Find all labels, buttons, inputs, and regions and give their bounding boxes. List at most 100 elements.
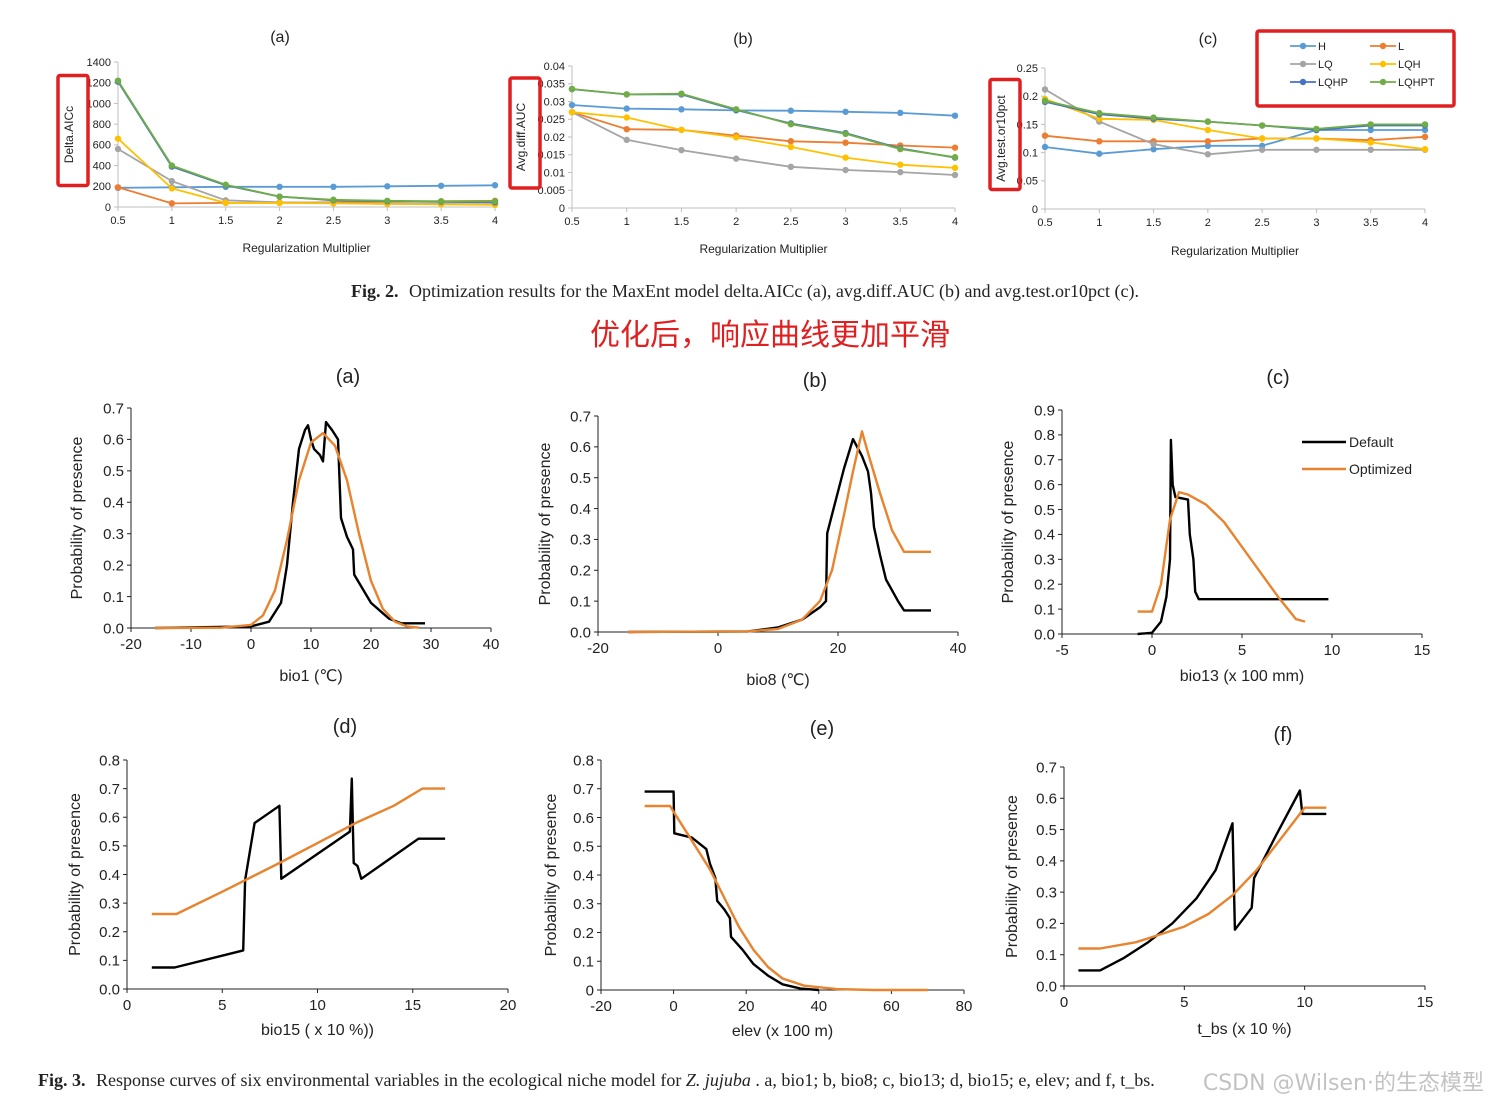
data-point-h (623, 105, 630, 112)
y-axis-label: Avg.test.or10pct (994, 95, 1008, 182)
x-tick-label: 15 (1414, 642, 1431, 659)
data-point-l (951, 144, 959, 151)
x-tick-label: 40 (810, 998, 827, 1015)
legend-swatch-marker (1379, 78, 1387, 86)
y-tick-label: 0 (586, 982, 594, 999)
data-point-lqhpt (1096, 109, 1103, 117)
x-axis-label: t_bs (x 10 %) (1197, 1021, 1291, 1038)
fig3-caption-label: Fig. 3. (38, 1070, 86, 1090)
y-tick-label: 0.5 (1036, 822, 1057, 839)
data-point-h (384, 183, 391, 190)
data-point-lqh (787, 143, 795, 151)
y-tick-label: 0.8 (99, 752, 120, 769)
y-tick-label: 0 (105, 202, 111, 214)
y-axis-label: Delta.AICc (62, 106, 76, 163)
legend-label: Default (1349, 434, 1393, 450)
y-tick-label: 0.1 (1023, 147, 1038, 159)
data-point-lqh (276, 199, 283, 207)
data-point-lqh (1421, 146, 1429, 153)
panel-label: (f) (1274, 724, 1293, 746)
x-tick-label: 5 (218, 997, 226, 1014)
y-tick-label: 0.2 (1034, 576, 1055, 593)
y-tick-label: 0.1 (99, 953, 120, 970)
data-point-lqh (568, 108, 576, 116)
data-point-lqhpt (168, 162, 176, 169)
y-tick-label: 0.04 (544, 61, 565, 73)
y-tick-label: 0.1 (573, 954, 594, 971)
data-point-lqh (842, 154, 849, 161)
x-tick-label: 1.5 (218, 215, 233, 227)
data-point-lqh (897, 161, 904, 168)
data-point-h (276, 183, 283, 191)
chart-fig3e: 00.10.20.30.40.50.60.70.8-20 0 20 40 60 80(e)… (543, 718, 972, 1040)
x-axis-label: Regularization Multiplier (242, 241, 370, 255)
y-tick-label: 0.2 (570, 563, 591, 580)
series-line-h (117, 184, 496, 189)
y-tick-label: 0.3 (1034, 552, 1055, 569)
y-tick-label: 0.6 (103, 432, 124, 449)
y-tick-label: 0.7 (1034, 452, 1055, 469)
x-tick-label: 0 (1060, 994, 1068, 1011)
data-point-lq (897, 168, 904, 176)
x-tick-label: 10 (309, 997, 326, 1014)
data-point-l (114, 184, 122, 191)
x-tick-label: 2 (277, 215, 283, 227)
data-point-h (1204, 142, 1212, 150)
x-tick-label: 15 (404, 997, 421, 1014)
series-line-default (644, 790, 819, 992)
chart-fig3f: 0.0 0.1 0.2 0.3 0.4 0.5 0.6 0.7 0 5 10 15 (f) t_bs (x… (1004, 724, 1433, 1038)
y-tick-label: 0.0 (1034, 626, 1055, 643)
legend-swatch-marker (1299, 60, 1307, 68)
series-line-lq (571, 111, 956, 176)
data-point-lqhpt (330, 196, 337, 203)
data-point-l (1204, 138, 1212, 145)
x-tick-label: 0 (1148, 642, 1156, 659)
highlight-box-fig2a (56, 73, 90, 188)
series-line-lqhpt (571, 88, 956, 159)
y-axis-label: Probability of presence (67, 793, 84, 956)
x-axis-label: bio1 (℃) (279, 668, 342, 685)
data-point-h (568, 101, 576, 109)
y-tick-label: 0.7 (103, 400, 124, 417)
y-tick-label: 0.3 (570, 532, 591, 549)
x-tick-label: 4 (1422, 217, 1428, 229)
data-point-l (623, 125, 630, 133)
y-tick-label: 0.2 (99, 924, 120, 941)
y-tick-label: 0.005 (537, 185, 565, 197)
y-axis-label: Probability of presence (69, 437, 86, 600)
data-point-lqhpt (842, 130, 849, 138)
data-point-lqhpt (568, 85, 576, 93)
data-point-lqhpt (1258, 122, 1266, 129)
panel-label: (c) (1266, 367, 1289, 389)
panel-label: (b) (803, 370, 827, 392)
data-point-lqhpt (897, 145, 904, 153)
data-point-h (1150, 146, 1157, 153)
data-point-lq (623, 136, 630, 144)
y-tick-label: 0.035 (537, 79, 565, 91)
x-tick-label: 0 (247, 636, 255, 653)
x-tick-label: 4 (492, 215, 498, 227)
data-point-lq (1150, 140, 1157, 148)
legend: Default Optimized (1302, 434, 1412, 477)
y-tick-label: 600 (93, 140, 111, 152)
data-point-lq (1041, 86, 1049, 93)
data-point-lqhpt (491, 198, 499, 205)
data-point-h (842, 108, 849, 115)
series-line-optimized (644, 804, 928, 992)
fig2-caption-text: Optimization results for the MaxEnt mode… (409, 281, 1139, 302)
panel-label: (a) (336, 366, 360, 388)
y-tick-label: 0.2 (103, 557, 124, 574)
data-point-lqhpt (276, 193, 283, 200)
y-axis-label: Probability of presence (543, 794, 560, 957)
legend-label: LQHPT (1398, 77, 1435, 89)
y-tick-label: 0.5 (103, 463, 124, 480)
y-tick-label: 0.0 (570, 624, 591, 641)
data-point-lqhpt (1041, 97, 1049, 104)
y-tick-label: 0.6 (1034, 477, 1055, 494)
data-point-l (1421, 133, 1429, 141)
chart-fig3d: 0.0 0.1 0.2 0.3 0.4 0.5 0.6 0.7 0.8 0 5 10 15 20 (d) bi… (67, 716, 516, 1039)
data-point-lq (1258, 146, 1266, 153)
x-tick-label: 0.5 (110, 215, 125, 227)
data-point-h (678, 106, 685, 113)
fig3-caption-text-after: . a, bio1; b, bio8; c, bio13; d, bio15; … (755, 1070, 1154, 1090)
